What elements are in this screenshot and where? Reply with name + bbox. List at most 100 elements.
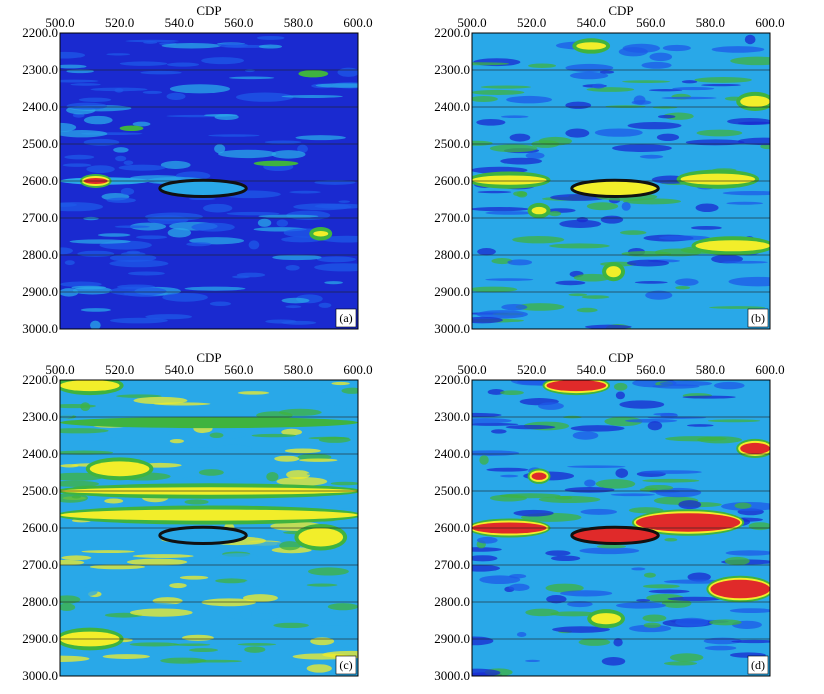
texture-blob	[201, 57, 245, 65]
texture-blob	[272, 254, 322, 261]
texture-blob	[509, 133, 531, 142]
texture-blob	[60, 122, 77, 133]
y-tick-label: 2300.0	[434, 62, 470, 77]
texture-blob	[331, 381, 350, 386]
target-ellipse	[570, 178, 660, 199]
texture-blob	[528, 63, 557, 68]
x-tick-label: 520.0	[105, 15, 134, 30]
texture-blob	[578, 638, 611, 646]
texture-blob	[662, 44, 691, 52]
texture-blob	[116, 394, 162, 398]
texture-blob	[119, 61, 168, 66]
y-tick-label: 2600.0	[22, 173, 58, 188]
texture-blob	[486, 467, 529, 472]
texture-blob	[90, 320, 101, 329]
texture-blob	[240, 609, 252, 619]
texture-blob	[613, 638, 623, 647]
texture-blob	[674, 278, 699, 286]
texture-blob	[257, 218, 272, 227]
texture-blob	[113, 147, 129, 153]
x-tick-label: 540.0	[165, 362, 194, 377]
texture-blob	[737, 137, 770, 146]
texture-blob	[707, 419, 761, 423]
texture-blob	[652, 384, 700, 389]
feature-anomaly	[740, 95, 770, 107]
texture-blob	[572, 431, 599, 440]
texture-blob	[567, 601, 593, 608]
x-tick-label: 600.0	[755, 362, 784, 377]
texture-blob	[513, 509, 554, 517]
texture-blob	[643, 572, 656, 578]
texture-blob	[728, 276, 770, 287]
x-tick-label: 520.0	[517, 362, 546, 377]
texture-blob	[115, 155, 127, 162]
texture-blob	[256, 35, 285, 40]
texture-blob	[516, 631, 527, 637]
texture-blob	[184, 499, 209, 505]
y-tick-label: 2200.0	[434, 372, 470, 387]
texture-blob	[60, 428, 109, 434]
texture-blob	[60, 202, 103, 212]
texture-blob	[228, 76, 275, 80]
texture-blob	[477, 190, 512, 194]
texture-blob	[341, 387, 358, 394]
panel-label-box	[335, 308, 357, 328]
texture-blob	[472, 418, 512, 424]
texture-blob	[60, 480, 100, 487]
texture-blob	[472, 547, 502, 552]
texture-blob	[183, 605, 234, 613]
texture-blob	[169, 84, 230, 94]
texture-blob	[297, 144, 308, 154]
texture-blob	[672, 87, 715, 91]
texture-blob	[615, 391, 625, 400]
texture-blob	[166, 92, 186, 101]
texture-blob	[335, 640, 358, 648]
texture-blob	[78, 97, 112, 102]
texture-blob	[203, 114, 238, 117]
texture-blob	[198, 469, 224, 476]
texture-blob	[132, 389, 170, 394]
texture-blob	[555, 495, 573, 500]
texture-blob	[485, 211, 534, 215]
texture-blob	[694, 76, 752, 83]
texture-blob	[338, 200, 350, 203]
texture-blob	[505, 425, 556, 430]
texture-blob	[97, 233, 131, 237]
texture-blob	[153, 402, 211, 406]
x-axis-title: CDP	[608, 350, 633, 365]
texture-blob	[127, 651, 177, 654]
texture-blob	[669, 653, 704, 662]
y-tick-label: 2700.0	[434, 210, 470, 225]
feature-anomaly	[60, 380, 120, 392]
feature-anomaly	[695, 240, 770, 252]
texture-blob	[187, 659, 243, 663]
texture-blob	[71, 285, 107, 290]
texture-blob	[624, 418, 678, 423]
texture-blob	[596, 544, 627, 549]
texture-blob	[639, 154, 664, 159]
x-tick-label: 500.0	[457, 362, 486, 377]
texture-blob	[565, 101, 592, 109]
texture-blob	[106, 53, 131, 56]
texture-blob	[658, 235, 710, 241]
y-tick-label: 2900.0	[22, 631, 58, 646]
texture-blob	[501, 304, 528, 311]
texture-blob	[309, 575, 347, 585]
texture-blob	[538, 495, 601, 504]
texture-blob	[555, 280, 586, 286]
panel-a-svg: 500.0 520.0 540.0 560.0 580.0 600.0 2200.0 2300…	[22, 3, 372, 336]
texture-blob	[726, 201, 764, 205]
texture-blob	[631, 567, 646, 571]
texture-blob	[714, 381, 745, 390]
texture-blob	[619, 400, 665, 409]
texture-blob	[184, 286, 246, 291]
texture-blob	[60, 64, 87, 69]
texture-blob	[161, 43, 222, 49]
feature-anomaly	[531, 206, 547, 215]
texture-blob	[218, 149, 277, 159]
texture-blob	[579, 547, 640, 555]
texture-blob	[472, 206, 530, 212]
x-tick-label: 600.0	[343, 15, 372, 30]
x-tick-label: 560.0	[224, 15, 253, 30]
texture-blob	[724, 556, 750, 566]
